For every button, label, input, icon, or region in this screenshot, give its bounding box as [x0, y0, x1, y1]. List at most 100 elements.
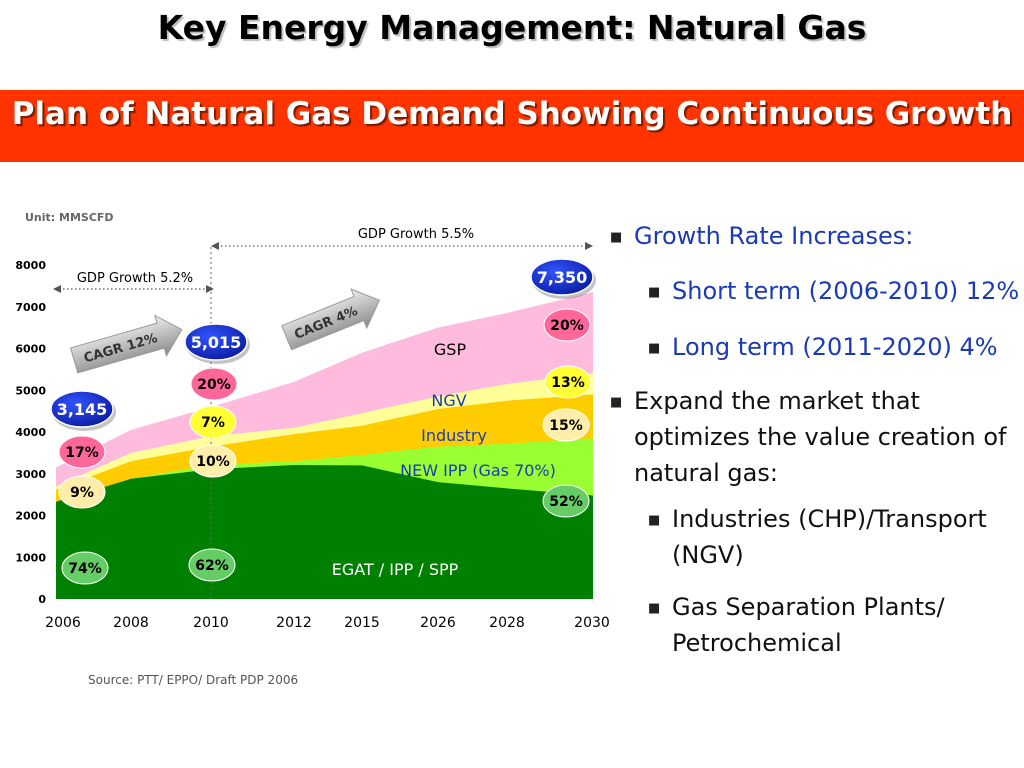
total-oval-shape: [50, 390, 114, 428]
bullet-short-term: ■ Short term (2006-2010) 12%: [648, 273, 1024, 309]
share-oval: 52%: [542, 484, 590, 518]
series-label: NGV: [431, 391, 466, 410]
total-oval: 3,145: [50, 390, 116, 431]
x-tick-label: 2026: [420, 615, 456, 631]
unit-label: Unit: MMSCFD: [25, 211, 114, 224]
bullet-text: Industries (CHP)/Transport (NGV): [672, 505, 987, 569]
chart-svg: 0 1000 2000 3000 4000 5000 6000 7000 8000 2006 200…: [15, 211, 610, 687]
gdp-arrow-long-left-head: [211, 242, 219, 250]
share-label: 20%: [550, 318, 584, 334]
share-label: 17%: [65, 445, 99, 461]
cagr-4-arrow: CAGR 4%: [281, 288, 381, 351]
share-oval-shape: [188, 548, 236, 582]
x-tick-label: 2008: [113, 615, 149, 631]
total-label: 7,350: [537, 268, 588, 287]
bullet-text: Long term (2011-2020) 4%: [672, 333, 998, 361]
gdp-arrow-short-left-head: [53, 285, 61, 293]
y-tick-label: 2000: [15, 510, 46, 523]
bullet-growth-rate: ■ Growth Rate Increases:: [610, 218, 1024, 254]
gdp-arrow-short-right-head: [206, 285, 214, 293]
share-oval: 15%: [542, 408, 590, 442]
y-tick-label: 6000: [15, 343, 46, 356]
total-oval: 7,350: [530, 258, 596, 299]
total-oval-shape: [184, 323, 248, 361]
series-label: EGAT / IPP / SPP: [332, 560, 459, 579]
share-oval-shape: [544, 365, 592, 399]
bullet-long-term: ■ Long term (2011-2020) 4%: [648, 329, 1024, 365]
x-tick-label: 2015: [344, 615, 380, 631]
share-oval-shape: [542, 484, 590, 518]
series-label: Industry: [421, 426, 487, 445]
share-oval: 74%: [61, 551, 109, 585]
bullet-expand-market: ■ Expand the market that optimizes the v…: [610, 383, 1024, 491]
bullet-list: ■ Growth Rate Increases: ■ Short term (2…: [610, 218, 1024, 661]
y-tick-label: 1000: [15, 551, 46, 564]
share-oval: 10%: [189, 444, 237, 478]
cagr-12-arrow-shape: [69, 314, 183, 374]
share-oval: 62%: [188, 548, 236, 582]
total-oval: 5,015: [184, 323, 250, 364]
share-oval: 13%: [544, 365, 592, 399]
y-tick-label: 3000: [15, 468, 46, 481]
slide-title: Key Energy Management: Natural Gas: [157, 8, 867, 47]
y-tick-label: 7000: [15, 301, 46, 314]
share-oval: 20%: [190, 367, 238, 401]
bullet-text: Expand the market that optimizes the val…: [634, 387, 1007, 487]
share-oval-shape: [543, 308, 591, 342]
share-label: 74%: [68, 561, 102, 577]
share-oval-shape: [189, 405, 237, 439]
series-label: NEW IPP (Gas 70%): [400, 461, 556, 480]
share-oval-shape: [190, 367, 238, 401]
x-tick-label: 2012: [276, 615, 312, 631]
share-label: 9%: [70, 485, 94, 501]
share-oval: 20%: [543, 308, 591, 342]
y-tick-label: 5000: [15, 384, 46, 397]
square-bullet-icon: ■: [648, 285, 661, 300]
share-oval-shape: [189, 444, 237, 478]
gdp-growth-long-label: GDP Growth 5.5%: [358, 227, 474, 242]
square-bullet-icon: ■: [610, 230, 623, 245]
share-oval-shape: [58, 475, 106, 509]
banner-title: Plan of Natural Gas Demand Showing Conti…: [11, 96, 1013, 132]
cagr-4-arrow-shape: [281, 288, 381, 351]
bullet-text: Growth Rate Increases:: [634, 222, 914, 250]
square-bullet-icon: ■: [648, 601, 661, 616]
gdp-arrow-long-right-head: [585, 242, 593, 250]
bullet-text: Short term (2006-2010) 12%: [672, 277, 1020, 305]
bullet-text: Gas Separation Plants/ Petrochemical: [672, 593, 945, 657]
total-label: 3,145: [57, 400, 108, 419]
share-label: 15%: [549, 418, 583, 434]
share-label: 7%: [201, 415, 225, 431]
share-label: 13%: [551, 375, 585, 391]
total-oval-shape: [530, 258, 594, 296]
bullet-industries: ■ Industries (CHP)/Transport (NGV): [648, 501, 1024, 573]
gdp-growth-short-label: GDP Growth 5.2%: [77, 271, 193, 286]
square-bullet-icon: ■: [648, 513, 661, 528]
x-tick-label: 2028: [489, 615, 525, 631]
gas-demand-chart: 0 1000 2000 3000 4000 5000 6000 7000 8000 2006 200…: [0, 195, 620, 705]
source-note: Source: PTT/ EPPO/ Draft PDP 2006: [88, 673, 298, 687]
share-oval-shape: [58, 435, 106, 469]
y-tick-label: 4000: [15, 426, 46, 439]
x-tick-label: 2010: [193, 615, 229, 631]
share-oval-shape: [542, 408, 590, 442]
share-label: 10%: [196, 454, 230, 470]
share-label: 20%: [197, 377, 231, 393]
title-banner: [0, 90, 1024, 162]
series-label: GSP: [434, 340, 467, 359]
x-tick-label: 2030: [574, 615, 610, 631]
share-oval-shape: [61, 551, 109, 585]
bullet-gas-separation: ■ Gas Separation Plants/ Petrochemical: [648, 589, 1024, 661]
y-tick-label: 8000: [15, 259, 46, 272]
square-bullet-icon: ■: [610, 395, 623, 410]
share-label: 52%: [549, 494, 583, 510]
share-oval: 17%: [58, 435, 106, 469]
square-bullet-icon: ■: [648, 341, 661, 356]
y-tick-label: 0: [38, 593, 46, 606]
total-label: 5,015: [191, 333, 242, 352]
share-oval: 9%: [58, 475, 106, 509]
x-tick-label: 2006: [45, 615, 81, 631]
cagr-12-arrow: CAGR 12%: [69, 314, 183, 374]
share-label: 62%: [195, 558, 229, 574]
share-oval: 7%: [189, 405, 237, 439]
